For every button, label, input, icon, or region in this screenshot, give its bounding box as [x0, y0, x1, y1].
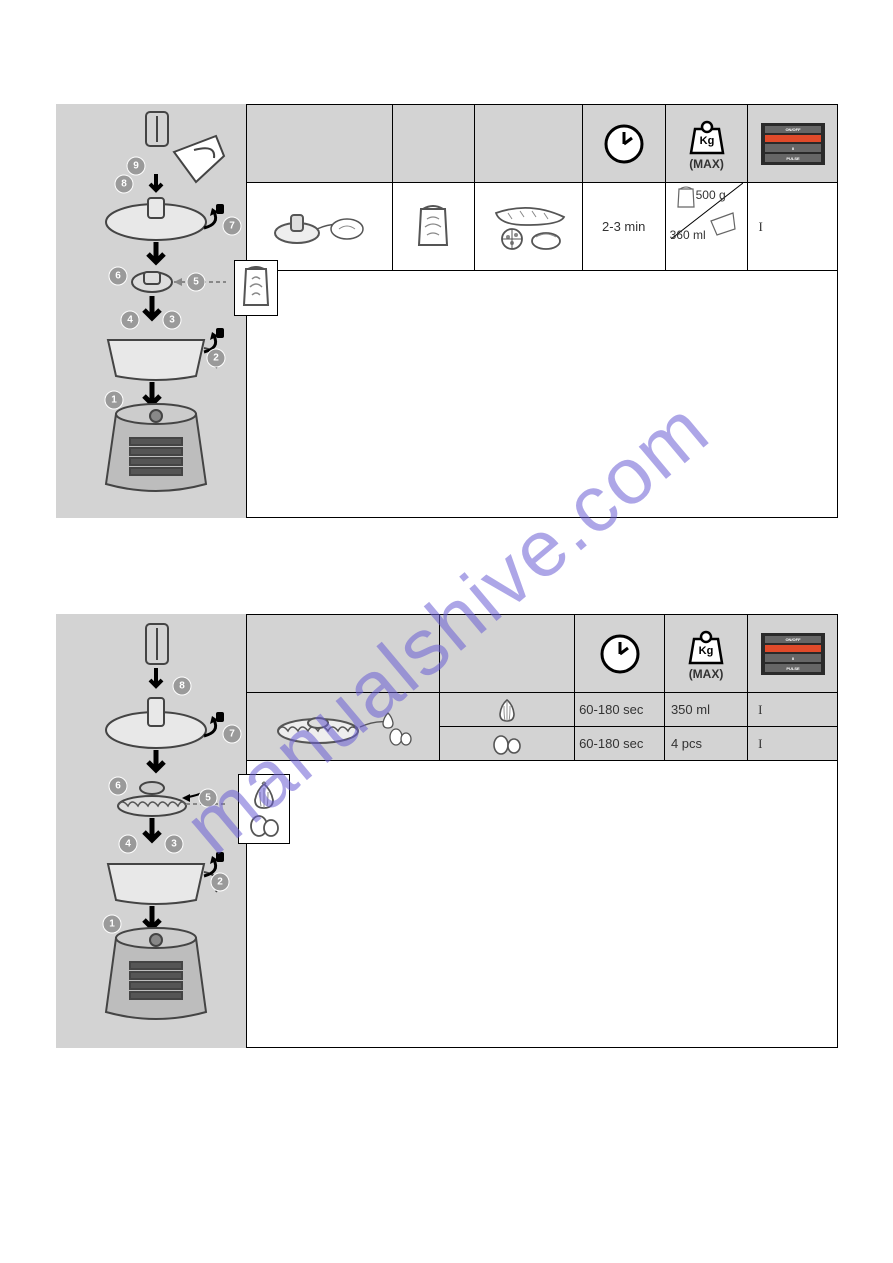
garlic-icon — [492, 697, 522, 723]
flour-bag-icon — [238, 265, 274, 311]
svg-text:II: II — [791, 656, 793, 661]
svg-text:6: 6 — [115, 781, 121, 792]
usage-table-1: Kg (MAX) ON/OFF II PULSE — [246, 104, 838, 271]
svg-text:5: 5 — [193, 277, 199, 288]
svg-text:9: 9 — [133, 161, 139, 172]
emulsifying-disc-icon — [268, 701, 418, 753]
notes-area-2 — [246, 761, 838, 1048]
time-cell: 60-180 sec — [575, 693, 665, 727]
kg-scale-icon: Kg — [684, 627, 728, 667]
garlic-head-icon — [247, 780, 281, 810]
clock-icon — [598, 632, 642, 676]
instruction-block-2: 8 7 6 5 — [56, 614, 838, 1048]
table-header-row: Kg (MAX) ON/OFF II PULSE — [247, 105, 838, 183]
max-top-value: 500 g — [696, 188, 778, 202]
time-cell: 60-180 sec — [575, 727, 665, 761]
svg-text:PULSE: PULSE — [786, 666, 800, 671]
svg-text:1: 1 — [111, 395, 117, 406]
max-cell: 350 ml — [664, 693, 747, 727]
setting-cell: I — [748, 693, 838, 727]
setting-cell: I — [748, 727, 838, 761]
svg-text:4: 4 — [127, 315, 133, 326]
svg-text:ON/OFF: ON/OFF — [785, 637, 801, 642]
max-cell: 4 pcs — [664, 727, 747, 761]
flour-bag-icon — [413, 203, 453, 251]
svg-text:8: 8 — [179, 681, 185, 692]
table-header-row: Kg (MAX) ON/OFF II PULSE — [247, 615, 838, 693]
egg-icon — [247, 810, 281, 838]
clock-icon — [602, 122, 646, 166]
assembly-sidebar-2: 8 7 6 5 — [56, 614, 246, 1048]
svg-text:7: 7 — [229, 729, 235, 740]
usage-table-2: Kg (MAX) ON/OFF II PULSE — [246, 614, 838, 761]
attachment-callout-2 — [238, 774, 290, 844]
svg-text:8: 8 — [121, 179, 127, 190]
svg-text:II: II — [792, 146, 794, 151]
table-content-2: Kg (MAX) ON/OFF II PULSE — [246, 614, 838, 1048]
eggs-icon — [490, 732, 524, 756]
bread-products-icon — [486, 203, 572, 251]
svg-text:3: 3 — [171, 839, 177, 850]
svg-text:4: 4 — [125, 839, 131, 850]
svg-text:Kg: Kg — [699, 645, 714, 657]
svg-text:ON/OFF: ON/OFF — [785, 127, 801, 132]
control-panel-icon: ON/OFF II PULSE — [761, 633, 825, 675]
time-cell: 2-3 min — [582, 183, 665, 271]
svg-text:1: 1 — [109, 919, 115, 930]
table-row: 2-3 min 500 g 360 ml I — [247, 183, 838, 271]
dough-blade-icon — [269, 205, 369, 249]
kg-scale-icon: Kg — [685, 117, 729, 157]
max-bottom-value: 360 ml — [670, 228, 752, 242]
max-label: (MAX) — [665, 667, 747, 681]
svg-text:Kg: Kg — [699, 135, 714, 147]
control-panel-icon: ON/OFF II PULSE — [761, 123, 825, 165]
svg-text:PULSE: PULSE — [786, 156, 800, 161]
svg-text:5: 5 — [205, 793, 211, 804]
instruction-block-1: 9 8 7 6 5 — [56, 104, 838, 518]
svg-text:3: 3 — [169, 315, 175, 326]
svg-text:2: 2 — [217, 877, 223, 888]
attachment-callout-1 — [234, 260, 278, 316]
table-content-1: Kg (MAX) ON/OFF II PULSE — [246, 104, 838, 518]
max-label: (MAX) — [666, 157, 748, 171]
svg-text:7: 7 — [229, 221, 235, 232]
assembly-sidebar-1: 9 8 7 6 5 — [56, 104, 246, 518]
svg-text:6: 6 — [115, 271, 121, 282]
table-row: 60-180 sec 350 ml I — [247, 693, 838, 727]
svg-text:2: 2 — [213, 353, 219, 364]
notes-area-1 — [246, 271, 838, 518]
